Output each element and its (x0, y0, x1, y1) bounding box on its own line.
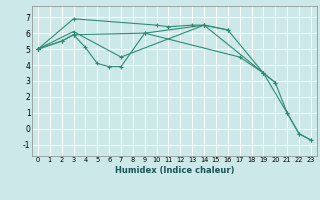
X-axis label: Humidex (Indice chaleur): Humidex (Indice chaleur) (115, 166, 234, 175)
